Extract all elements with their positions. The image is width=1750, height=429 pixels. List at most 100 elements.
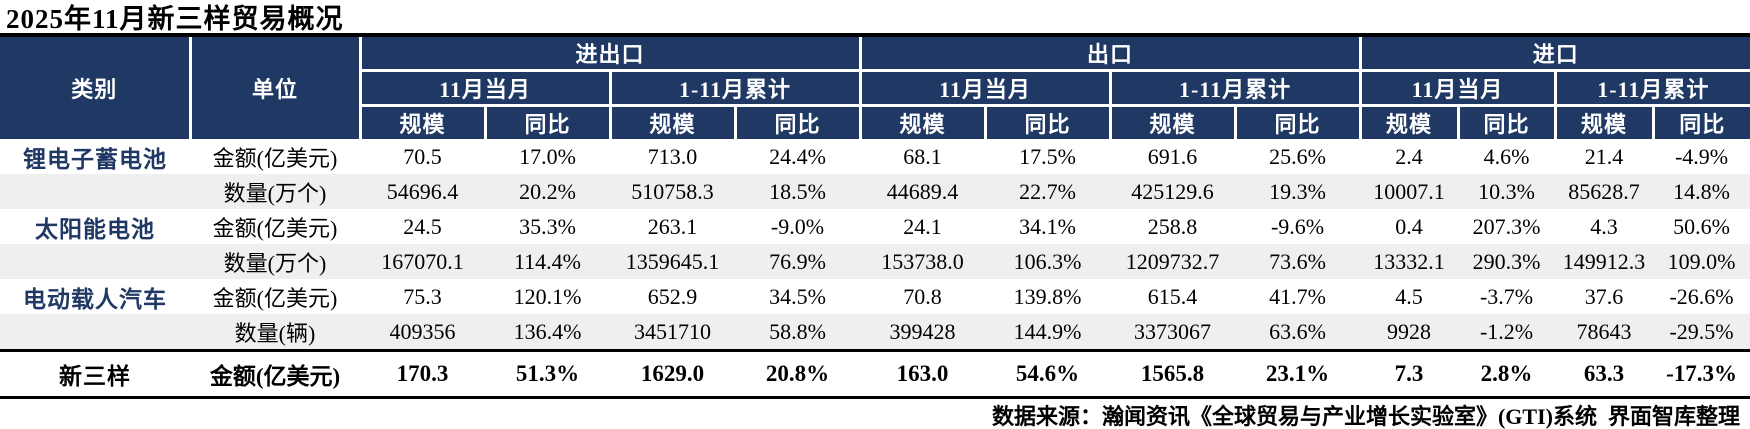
data-source: 数据来源：瀚闻资讯《全球贸易与产业增长实验室》(GTI)系统 界面智库整理 xyxy=(991,403,1740,429)
value-cell: 139.8% xyxy=(985,279,1111,314)
value-cell: 51.3% xyxy=(485,349,610,399)
value-cell: 54696.4 xyxy=(360,174,485,209)
header-metric-row: 规模 同比 规模 同比 规模 同比 规模 同比 规模 同比 规模 同比 xyxy=(0,104,1750,139)
header-period-cum: 1-11月累计 xyxy=(1553,69,1750,106)
header-period-cum: 1-11月累计 xyxy=(1108,69,1361,106)
value-cell: 10.3% xyxy=(1458,174,1556,209)
category-cell: 电动载人汽车 xyxy=(0,279,190,314)
table-row: 锂电子蓄电池 金额(亿美元) 70.5 17.0% 713.0 24.4% 68.1 17.5… xyxy=(0,139,1750,174)
value-cell: 20.2% xyxy=(485,174,610,209)
table-body: 锂电子蓄电池 金额(亿美元) 70.5 17.0% 713.0 24.4% 68.1 17.5… xyxy=(0,139,1750,399)
unit-cell: 数量(辆) xyxy=(190,314,360,351)
value-cell: 2.4 xyxy=(1360,139,1459,174)
category-cell: 太阳能电池 xyxy=(0,209,190,244)
value-cell: 23.1% xyxy=(1235,349,1361,399)
value-cell: 1209732.7 xyxy=(1110,244,1236,279)
value-cell: 0.4 xyxy=(1360,209,1459,244)
value-cell: 13332.1 xyxy=(1360,244,1459,279)
value-cell: 1565.8 xyxy=(1110,349,1236,399)
value-cell: 17.0% xyxy=(485,139,610,174)
value-cell: 7.3 xyxy=(1360,349,1459,399)
header-period-cum: 1-11月累计 xyxy=(608,69,861,106)
value-cell: 399428 xyxy=(860,314,986,351)
value-cell: 20.8% xyxy=(735,349,861,399)
value-cell: 63.6% xyxy=(1235,314,1361,351)
value-cell: 4.6% xyxy=(1458,139,1556,174)
unit-cell: 金额(亿美元) xyxy=(190,139,360,174)
value-cell: -9.0% xyxy=(735,209,861,244)
category-cell xyxy=(0,174,190,209)
value-cell: -3.7% xyxy=(1458,279,1556,314)
unit-cell: 金额(亿美元) xyxy=(190,209,360,244)
value-cell: 120.1% xyxy=(485,279,610,314)
value-cell: 149912.3 xyxy=(1555,244,1654,279)
category-cell: 锂电子蓄电池 xyxy=(0,139,190,174)
value-cell: -29.5% xyxy=(1653,314,1750,351)
value-cell: 106.3% xyxy=(985,244,1111,279)
value-cell: 18.5% xyxy=(735,174,861,209)
value-cell: 78643 xyxy=(1555,314,1654,351)
header-group-import-export: 进出口 xyxy=(358,37,861,71)
value-cell: 170.3 xyxy=(360,349,485,399)
value-cell: 1359645.1 xyxy=(610,244,735,279)
footer-bar: 数据来源：瀚闻资讯《全球贸易与产业增长实验室》(GTI)系统 界面智库整理 xyxy=(0,399,1750,429)
table-total-row: 新三样 金额(亿美元) 170.3 51.3% 1629.0 20.8% 163.0 54.6… xyxy=(0,349,1750,399)
value-cell: 163.0 xyxy=(860,349,986,399)
header-metric-scale: 规模 xyxy=(858,104,986,139)
category-cell: 新三样 xyxy=(0,349,190,399)
value-cell: 70.8 xyxy=(860,279,986,314)
value-cell: 425129.6 xyxy=(1110,174,1236,209)
value-cell: 35.3% xyxy=(485,209,610,244)
header-metric-yoy: 同比 xyxy=(983,104,1111,139)
value-cell: 70.5 xyxy=(360,139,485,174)
header-metric-scale: 规模 xyxy=(1358,104,1459,139)
value-cell: 263.1 xyxy=(610,209,735,244)
header-period-nov: 11月当月 xyxy=(1358,69,1556,106)
unit-cell: 数量(万个) xyxy=(190,174,360,209)
value-cell: 22.7% xyxy=(985,174,1111,209)
page-title: 2025年11月新三样贸易概况 xyxy=(6,4,344,34)
table-row: 太阳能电池 金额(亿美元) 24.5 35.3% 263.1 -9.0% 24.1 34.1%… xyxy=(0,209,1750,244)
header-metric-yoy: 同比 xyxy=(1233,104,1361,139)
table-row: 数量(万个) 54696.4 20.2% 510758.3 18.5% 44689.4 22… xyxy=(0,174,1750,209)
header-metric-scale: 规模 xyxy=(1108,104,1236,139)
value-cell: -1.2% xyxy=(1458,314,1556,351)
header-metric-yoy: 同比 xyxy=(1456,104,1556,139)
value-cell: 109.0% xyxy=(1653,244,1750,279)
header-unit: 单位 xyxy=(188,37,360,139)
value-cell: -26.6% xyxy=(1653,279,1750,314)
unit-cell: 金额(亿美元) xyxy=(190,279,360,314)
value-cell: 37.6 xyxy=(1555,279,1654,314)
value-cell: 41.7% xyxy=(1235,279,1361,314)
header-category: 类别 xyxy=(0,37,190,139)
value-cell: 144.9% xyxy=(985,314,1111,351)
value-cell: 75.3 xyxy=(360,279,485,314)
value-cell: -17.3% xyxy=(1653,349,1750,399)
value-cell: 19.3% xyxy=(1235,174,1361,209)
value-cell: 76.9% xyxy=(735,244,861,279)
value-cell: 21.4 xyxy=(1555,139,1654,174)
category-cell xyxy=(0,244,190,279)
value-cell: 409356 xyxy=(360,314,485,351)
value-cell: 68.1 xyxy=(860,139,986,174)
value-cell: 50.6% xyxy=(1653,209,1750,244)
header-metric-yoy: 同比 xyxy=(733,104,861,139)
table-row: 电动载人汽车 金额(亿美元) 75.3 120.1% 652.9 34.5% 70.8 139… xyxy=(0,279,1750,314)
value-cell: 713.0 xyxy=(610,139,735,174)
value-cell: 85628.7 xyxy=(1555,174,1654,209)
value-cell: 58.8% xyxy=(735,314,861,351)
value-cell: 34.1% xyxy=(985,209,1111,244)
table-header: 类别 单位 进出口 出口 进口 11月当月 1-11月累计 11月当月 1-11… xyxy=(0,37,1750,139)
value-cell: 25.6% xyxy=(1235,139,1361,174)
value-cell: 4.3 xyxy=(1555,209,1654,244)
header-group-export: 出口 xyxy=(858,37,1361,71)
value-cell: 510758.3 xyxy=(610,174,735,209)
header-period-nov: 11月当月 xyxy=(358,69,610,106)
table-row: 数量(万个) 167070.1 114.4% 1359645.1 76.9% 153738… xyxy=(0,244,1750,279)
unit-cell: 数量(万个) xyxy=(190,244,360,279)
value-cell: 54.6% xyxy=(985,349,1111,399)
value-cell: 167070.1 xyxy=(360,244,485,279)
value-cell: 24.4% xyxy=(735,139,861,174)
table-row: 数量(辆) 409356 136.4% 3451710 58.8% 399428 144.9… xyxy=(0,314,1750,351)
